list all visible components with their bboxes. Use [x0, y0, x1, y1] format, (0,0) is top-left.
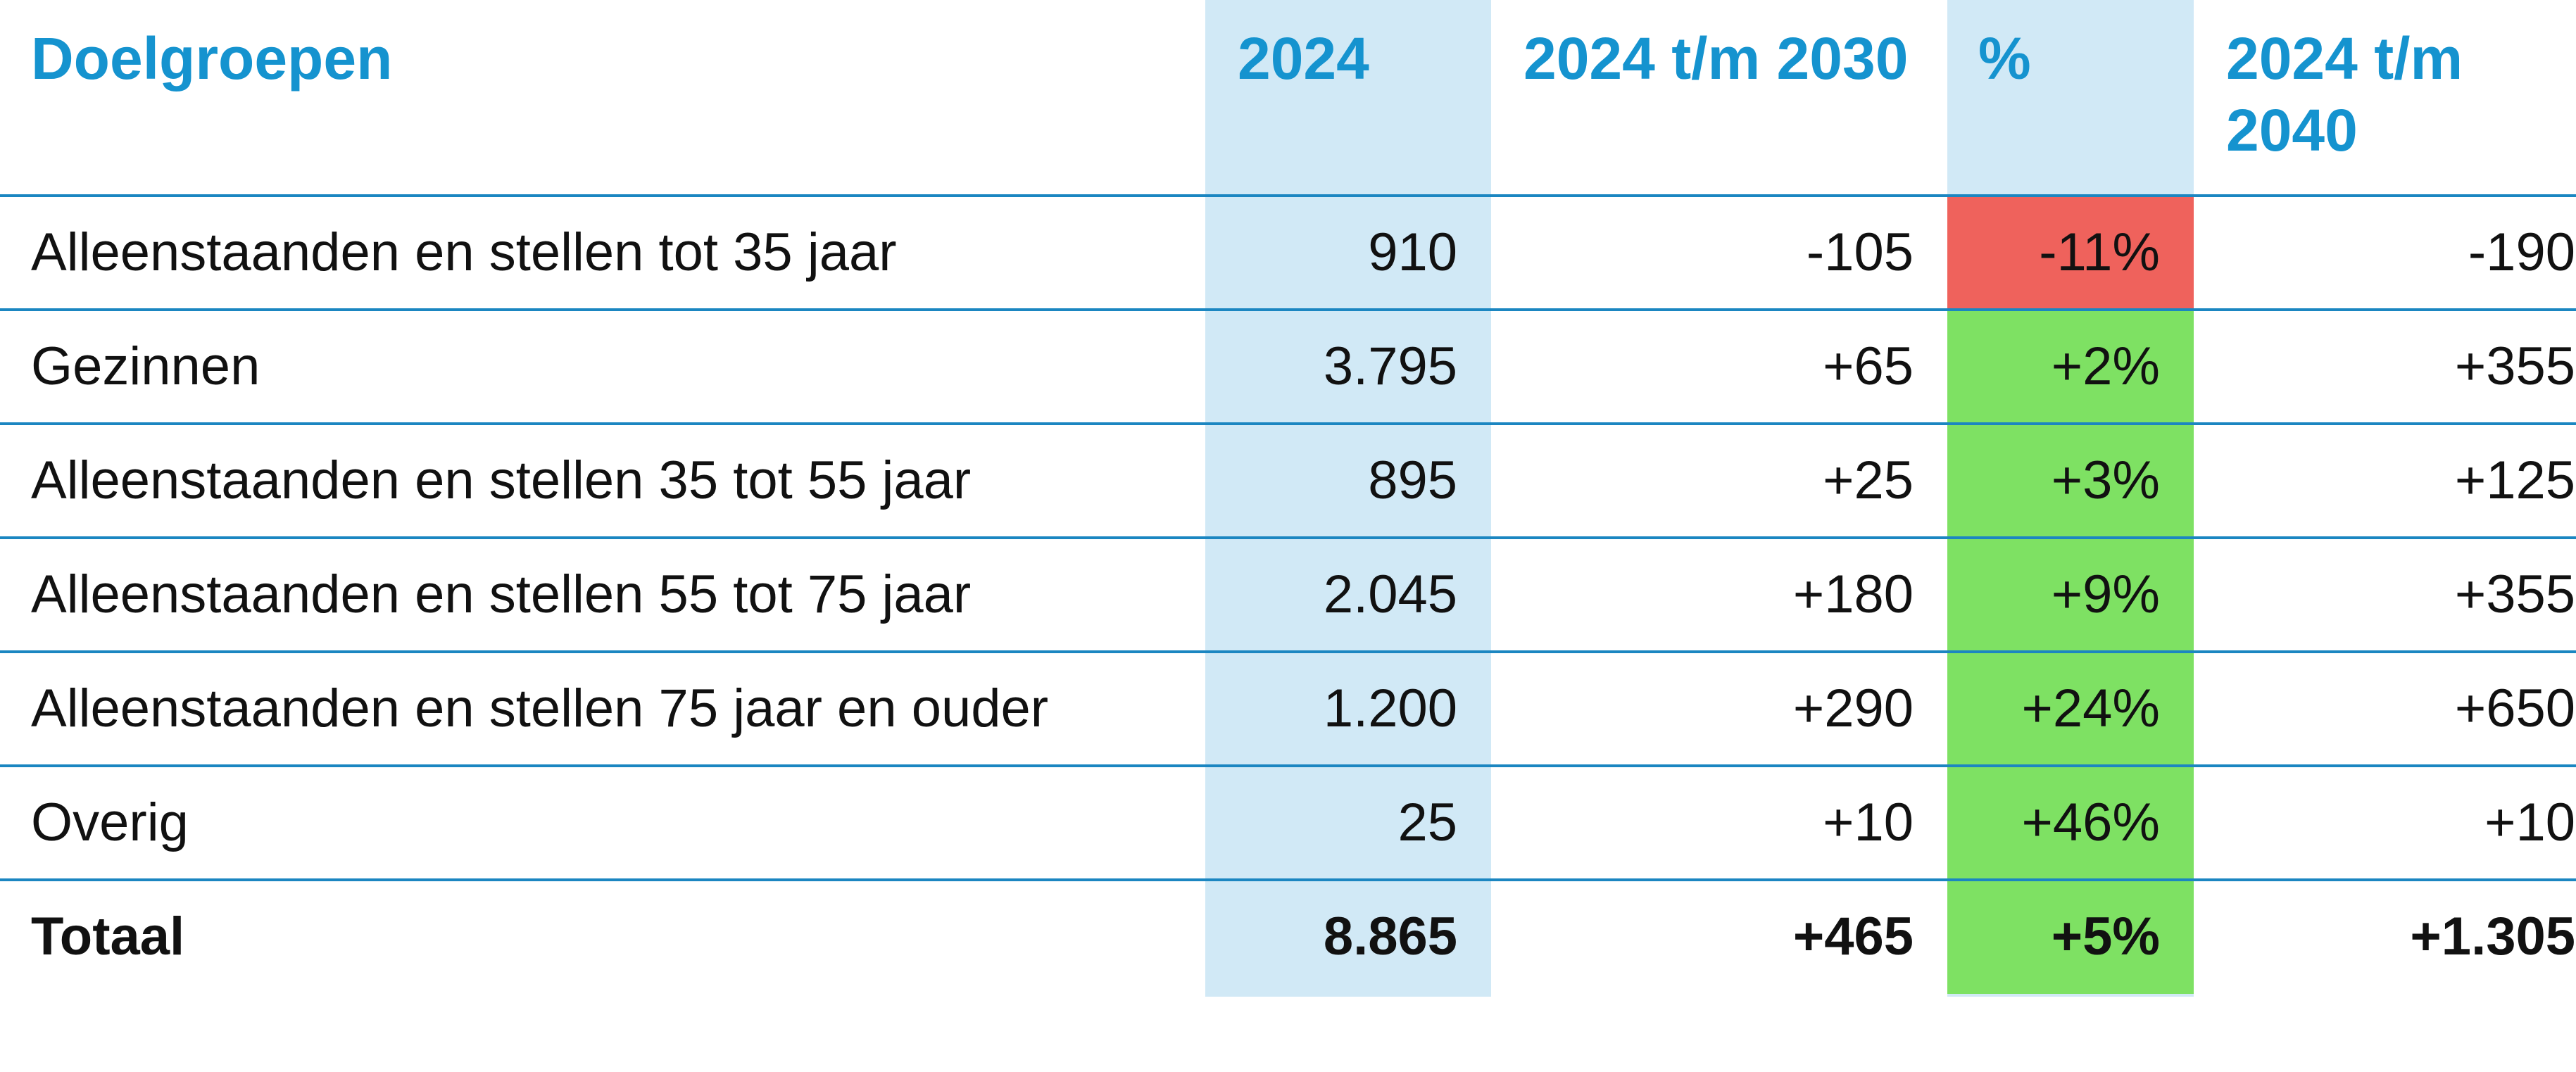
row-divider: [0, 194, 2576, 197]
value-2024: 25: [1397, 793, 1457, 852]
change-percent: +5%: [2051, 907, 2160, 966]
change-percent: -11%: [2039, 222, 2160, 282]
header-percent: %: [1978, 25, 2031, 92]
change-2024-2030: +25: [1823, 450, 1914, 510]
change-2024-2040: +10: [2484, 793, 2575, 852]
row-label: Totaal: [31, 907, 185, 966]
header-row: Doelgroepen 2024 2024 t/m 2030 % 2024 t/…: [0, 0, 2576, 196]
row-divider: [0, 764, 2576, 767]
change-2024-2030: +180: [1792, 565, 1914, 624]
percent-status-cell: [1947, 880, 2194, 994]
change-percent: +2%: [2051, 336, 2160, 396]
header-2024-2030: 2024 t/m 2030: [1523, 25, 1909, 92]
header-2024-2040: 2024 t/m 2040: [2226, 25, 2463, 163]
table-row: Overig 25 +10 +46% +10: [0, 766, 2576, 880]
row-divider: [0, 878, 2576, 881]
row-label: Alleenstaanden en stellen tot 35 jaar: [31, 222, 897, 282]
row-label: Alleenstaanden en stellen 35 tot 55 jaar: [31, 450, 972, 510]
row-label: Overig: [31, 793, 189, 852]
value-2024: 8.865: [1323, 907, 1457, 966]
total-row: Totaal 8.865 +465 +5% +1.305: [0, 880, 2576, 994]
header-doelgroepen: Doelgroepen: [31, 25, 393, 92]
change-2024-2030: -105: [1806, 222, 1914, 282]
change-2024-2040: +1.305: [2410, 907, 2575, 966]
change-2024-2030: +290: [1792, 679, 1914, 738]
change-2024-2040: +355: [2454, 336, 2575, 396]
value-2024: 910: [1368, 222, 1457, 282]
percent-status-cell: [1947, 652, 2194, 766]
change-2024-2030: +65: [1823, 336, 1914, 396]
table-row: Alleenstaanden en stellen 55 tot 75 jaar…: [0, 538, 2576, 652]
row-divider: [0, 308, 2576, 311]
change-2024-2030: +10: [1823, 793, 1914, 852]
change-percent: +9%: [2051, 565, 2160, 624]
change-percent: +24%: [2021, 679, 2161, 738]
percent-status-cell: [1947, 766, 2194, 880]
value-2024: 895: [1368, 450, 1457, 510]
row-divider: [0, 650, 2576, 653]
percent-status-cell: [1947, 196, 2194, 310]
value-2024: 3.795: [1323, 336, 1457, 396]
row-label: Alleenstaanden en stellen 55 tot 75 jaar: [31, 565, 972, 624]
column-shade-2024: [1205, 0, 1491, 997]
row-label: Gezinnen: [31, 336, 260, 396]
percent-status-cell: [1947, 424, 2194, 538]
value-2024: 1.200: [1323, 679, 1457, 738]
table-row: Alleenstaanden en stellen tot 35 jaar 910…: [0, 196, 2576, 310]
value-2024: 2.045: [1323, 565, 1457, 624]
change-percent: +46%: [2021, 793, 2161, 852]
row-divider: [0, 422, 2576, 425]
header-2024: 2024: [1238, 25, 1369, 92]
percent-status-cell: [1947, 538, 2194, 652]
change-2024-2030: +465: [1792, 907, 1914, 966]
change-2024-2040: +650: [2454, 679, 2575, 738]
change-percent: +3%: [2051, 450, 2160, 510]
table-row: Alleenstaanden en stellen 75 jaar en oud…: [0, 652, 2576, 766]
table-row: Gezinnen 3.795 +65 +2% +355: [0, 310, 2576, 424]
change-2024-2040: +125: [2454, 450, 2575, 510]
table-row: Alleenstaanden en stellen 35 tot 55 jaar…: [0, 424, 2576, 538]
change-2024-2040: +355: [2454, 565, 2575, 624]
row-label: Alleenstaanden en stellen 75 jaar en oud…: [31, 679, 1049, 738]
row-divider: [0, 536, 2576, 539]
percent-status-cell: [1947, 310, 2194, 424]
change-2024-2040: -190: [2468, 222, 2575, 282]
